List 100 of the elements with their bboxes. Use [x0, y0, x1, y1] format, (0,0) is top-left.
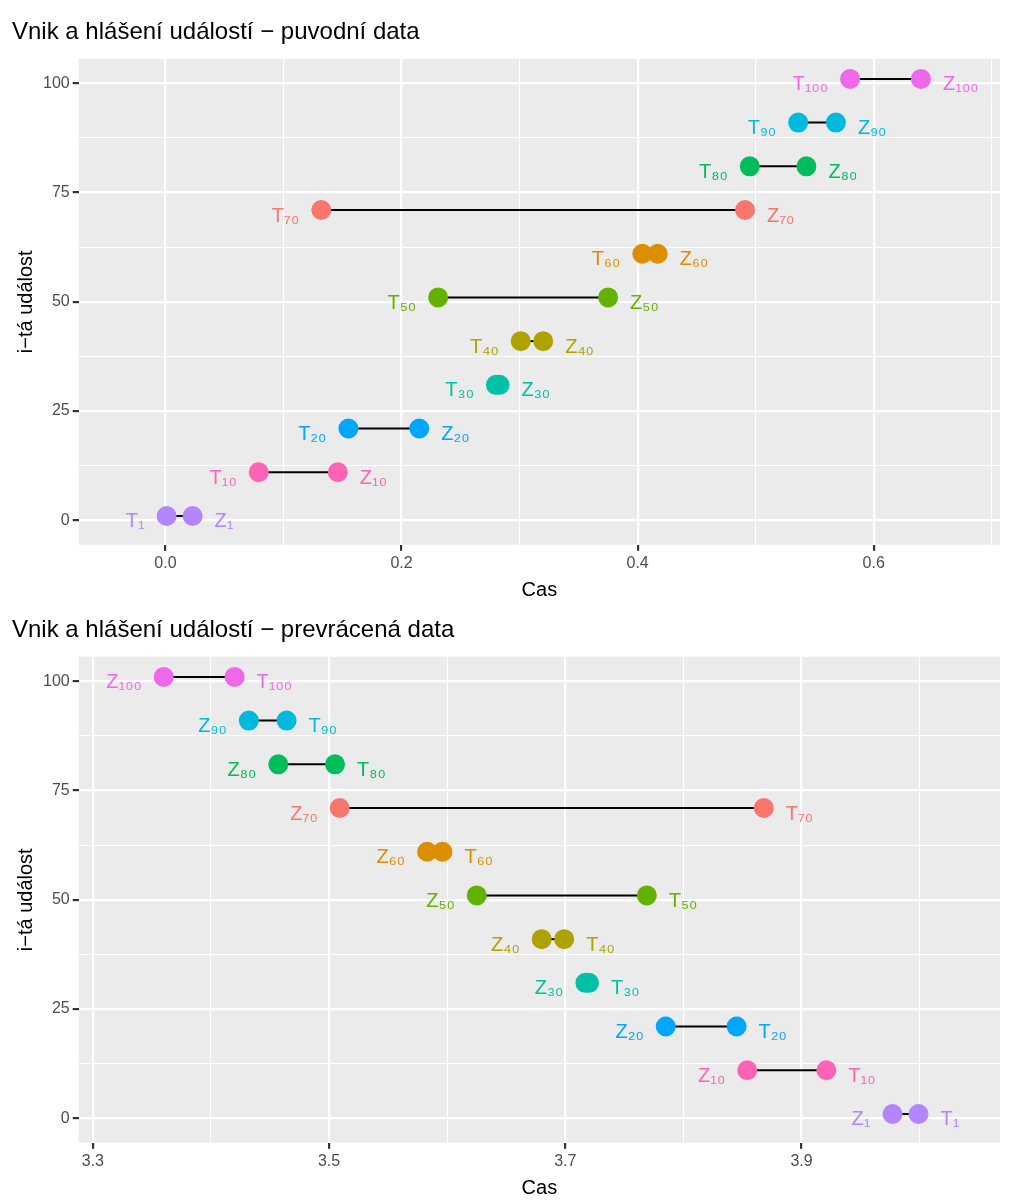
annotation: Z₆₀ [376, 845, 406, 868]
x-tick-label: 0.4 [626, 553, 649, 571]
point [182, 505, 203, 526]
annotation: Z₂₀ [441, 422, 470, 445]
annotation: Z₈₀ [227, 757, 257, 780]
annotation: T₉₀ [308, 714, 338, 737]
annotation: T₁₀ [209, 465, 237, 488]
annotation: Z₄₀ [565, 334, 594, 357]
annotation: T₄₀ [586, 932, 615, 955]
annotation: Z₁₀₀ [942, 72, 979, 95]
point [329, 798, 350, 819]
point [840, 68, 861, 89]
y-tick-label: 25 [51, 999, 70, 1017]
point [598, 287, 619, 308]
annotation: T₁ [940, 1107, 960, 1130]
annotation: T₃₀ [610, 976, 640, 999]
annotation: Z₁₀₀ [106, 670, 142, 693]
x-tick-label: 0.0 [154, 553, 177, 571]
x-tick-label: 3.9 [790, 1151, 813, 1169]
point [882, 1103, 903, 1124]
annotation: T₆₀ [464, 845, 494, 868]
point [753, 798, 774, 819]
y-tick-label: 0 [60, 1108, 70, 1126]
annotation: Z₆₀ [679, 247, 709, 270]
annotation: T₁ [125, 509, 145, 532]
annotation: Z₈₀ [828, 159, 858, 182]
annotation: Z₉₀ [857, 116, 887, 139]
point [276, 710, 297, 731]
point [268, 754, 289, 775]
annotation: T₉₀ [747, 116, 777, 139]
point [338, 418, 359, 439]
annotation: T₈₀ [357, 757, 386, 780]
annotation: T₁₀₀ [256, 670, 293, 693]
y-tick-label: 25 [51, 401, 70, 419]
y-axis-title: i−tá událost [13, 249, 36, 354]
annotation: Z₉₀ [198, 714, 227, 737]
point [325, 754, 346, 775]
annotation: T₅₀ [387, 290, 417, 313]
point [788, 112, 809, 133]
annotation: Z₇₀ [767, 203, 795, 226]
annotation: T₈₀ [698, 159, 728, 182]
annotation: T₂₀ [298, 422, 327, 445]
x-axis-title: Cas [521, 1175, 558, 1198]
point [908, 1103, 929, 1124]
annotation: Z₁₀ [697, 1063, 726, 1086]
annotation: Z₃₀ [534, 976, 564, 999]
annotation: T₁₀ [848, 1063, 876, 1086]
point [655, 1016, 676, 1037]
point [825, 112, 846, 133]
point [726, 1016, 747, 1037]
annotation: Z₅₀ [630, 290, 659, 313]
annotation: T₇₀ [785, 801, 814, 824]
annotation: Z₅₀ [426, 888, 455, 911]
point [739, 156, 760, 177]
point [156, 505, 177, 526]
point [735, 200, 756, 221]
annotation: T₁₀₀ [792, 72, 829, 95]
y-axis-title: i−tá událost [13, 847, 36, 952]
annotation: T₅₀ [668, 888, 698, 911]
x-tick-label: 3.5 [317, 1151, 341, 1169]
annotation: Z₁ [851, 1107, 871, 1130]
annotation: Z₇₀ [290, 801, 318, 824]
y-tick-label: 50 [51, 890, 70, 908]
y-tick-label: 75 [51, 780, 70, 798]
annotation: T₄₀ [470, 334, 499, 357]
x-tick-label: 0.6 [862, 553, 885, 571]
point [636, 885, 657, 906]
y-tick-label: 0 [60, 510, 70, 528]
point [533, 331, 554, 352]
point [466, 885, 487, 906]
annotation: Z₄₀ [491, 932, 520, 955]
point [796, 156, 817, 177]
point [910, 68, 931, 89]
point [238, 710, 259, 731]
point [153, 666, 174, 687]
point [554, 929, 575, 950]
y-tick-label: 75 [51, 182, 70, 200]
point [428, 287, 449, 308]
y-tick-label: 50 [51, 292, 70, 310]
point [311, 200, 332, 221]
point [531, 929, 552, 950]
annotation: T₃₀ [445, 378, 474, 401]
x-tick-label: 3.7 [554, 1151, 577, 1169]
annotation: Z₁₀ [359, 465, 388, 488]
x-tick-label: 0.2 [390, 553, 413, 571]
annotation: Z₂₀ [615, 1020, 644, 1043]
annotation: Z₃₀ [521, 378, 551, 401]
annotation: T₂₀ [758, 1020, 787, 1043]
point [816, 1060, 837, 1081]
annotation: Z₁ [214, 509, 234, 532]
point [647, 243, 668, 264]
chart-title: Vnik a hlášení událostí − prevrácená data [12, 615, 455, 643]
point [248, 462, 269, 483]
x-tick-label: 3.3 [81, 1151, 105, 1169]
point [327, 462, 348, 483]
point [409, 418, 430, 439]
x-axis-title: Cas [521, 577, 558, 600]
point [224, 666, 245, 687]
annotation: T₇₀ [271, 203, 300, 226]
point [737, 1060, 758, 1081]
